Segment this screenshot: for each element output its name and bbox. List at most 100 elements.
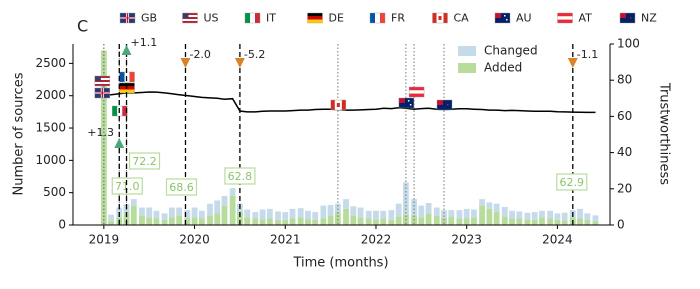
flag-part (250, 13, 255, 23)
bar (531, 212, 538, 220)
bar (146, 207, 153, 218)
bar (493, 203, 500, 213)
country-legend-entry: GB (119, 12, 157, 25)
bar (509, 210, 515, 219)
bar (289, 218, 296, 225)
event-marker (114, 138, 125, 148)
y-tick-label: 500 (43, 185, 66, 199)
flag-border (398, 97, 415, 109)
y2-tick-label: 80 (617, 73, 632, 87)
bar (479, 205, 486, 225)
country-legend-label: US (204, 12, 219, 25)
flag-part (307, 16, 323, 20)
flag-part (341, 100, 346, 110)
bar (343, 208, 349, 225)
bar (214, 213, 221, 225)
event-delta-label: -2.0 (189, 48, 210, 61)
y-tick-label: 1500 (35, 121, 66, 135)
panel-label: C (77, 17, 88, 36)
flag-part (94, 82, 110, 84)
bar (297, 208, 304, 218)
bar (237, 212, 243, 225)
flag-part (101, 88, 104, 98)
x-tick-label: 2021 (270, 233, 301, 247)
flag-border (494, 12, 511, 24)
flag-part (94, 78, 110, 80)
bar (448, 216, 455, 225)
bar (365, 210, 372, 219)
flag-part (129, 72, 135, 82)
bar (471, 209, 477, 218)
flag-part (119, 89, 135, 93)
trust-box (556, 173, 588, 191)
flag-part (437, 100, 444, 105)
flag-border (619, 12, 636, 24)
trust-box (128, 152, 161, 170)
flag-part (409, 93, 425, 97)
bar (168, 217, 175, 225)
bar (493, 212, 500, 225)
trust-box-label: 71.0 (115, 180, 140, 193)
country-legend-entry: DE (307, 12, 344, 25)
bar (425, 213, 432, 225)
country-flag (94, 87, 111, 99)
axes-frame (72, 44, 611, 226)
bar (266, 208, 273, 219)
bar (161, 219, 168, 225)
bar (320, 205, 327, 219)
country-legend-label: FR (391, 12, 405, 25)
bar (334, 212, 341, 225)
flag-part (122, 106, 128, 116)
bar (486, 208, 493, 225)
flag-part (245, 13, 250, 23)
country-legend-entry: US (182, 12, 219, 25)
bar (275, 211, 281, 220)
bar (282, 212, 289, 220)
bar (373, 219, 379, 225)
flag-part (398, 98, 414, 108)
bar (433, 215, 440, 225)
bar (139, 215, 145, 225)
flag-part (94, 76, 101, 81)
bar (486, 202, 493, 209)
bar (320, 218, 327, 225)
country-legend-entry: IT (244, 12, 276, 25)
event-marker (121, 45, 132, 55)
y-axis-label: Number of sources (12, 72, 27, 195)
flag-part (126, 13, 129, 23)
legend-label: Changed (484, 44, 538, 58)
event-marker (567, 58, 578, 68)
y2-axis-label: Trustworthiness (657, 82, 672, 185)
x-tick-label: 2019 (89, 233, 120, 247)
country-flag (94, 75, 111, 87)
bar (516, 218, 523, 225)
y2-tick-label: 0 (617, 218, 625, 232)
bar (108, 214, 115, 222)
country-legend-entry: AU (494, 12, 532, 25)
flag-part (182, 15, 198, 17)
bar (418, 217, 425, 225)
bar (471, 217, 477, 225)
bar (229, 195, 236, 225)
flag-part (495, 13, 501, 18)
bar (411, 199, 417, 216)
bar (395, 216, 402, 225)
country-legend-label: AU (516, 12, 532, 25)
flag-part (94, 84, 110, 86)
flag-part (506, 19, 508, 21)
flag-part (630, 17, 632, 19)
country-flag (436, 99, 453, 111)
flag-part (307, 19, 323, 23)
flag-border (408, 86, 425, 98)
bar (501, 216, 508, 225)
x-tick-label: 2023 (451, 233, 482, 247)
country-legend-entry: FR (369, 12, 405, 25)
y2-tick-label: 100 (617, 37, 640, 51)
flag-border (557, 12, 573, 24)
flag-border (307, 12, 323, 24)
bar (350, 206, 357, 216)
bar (334, 203, 341, 213)
flag-part (336, 103, 340, 107)
flag-part (112, 106, 118, 116)
